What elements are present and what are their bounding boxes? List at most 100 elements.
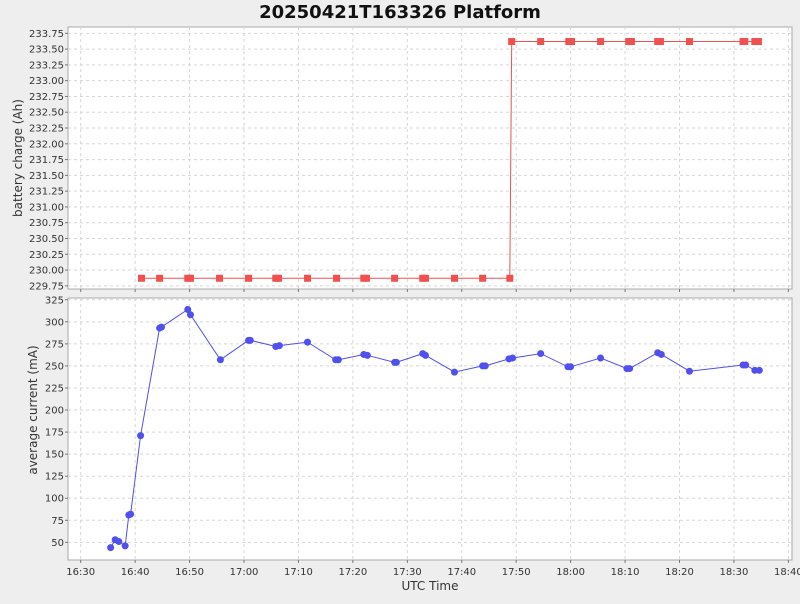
x-tick-label: 18:40 bbox=[774, 567, 800, 578]
current-point bbox=[685, 367, 693, 375]
y-tick-label: 175 bbox=[45, 428, 64, 439]
charge-point bbox=[333, 274, 341, 282]
chart-title: 20250421T163326 Platform bbox=[259, 2, 541, 23]
y-tick-label: 231.25 bbox=[29, 187, 64, 198]
current-point bbox=[481, 362, 489, 370]
current-point bbox=[755, 366, 763, 374]
x-tick-label: 17:40 bbox=[447, 567, 476, 578]
charge-point bbox=[186, 274, 194, 282]
x-axis-label: UTC Time bbox=[402, 579, 459, 593]
x-tick-label: 17:50 bbox=[502, 567, 531, 578]
current-point bbox=[363, 351, 371, 359]
x-tick-label: 18:20 bbox=[665, 567, 694, 578]
x-tick-label: 18:00 bbox=[556, 567, 585, 578]
current-point bbox=[392, 358, 400, 366]
charge-point bbox=[537, 38, 545, 46]
bottom-plot-area bbox=[67, 297, 793, 561]
bottom-series bbox=[107, 305, 763, 552]
x-tick-label: 16:40 bbox=[121, 567, 150, 578]
y-tick-label: 233.75 bbox=[29, 29, 64, 40]
x-tick-label: 16:50 bbox=[175, 567, 204, 578]
current-point bbox=[121, 542, 129, 550]
charge-point bbox=[627, 38, 635, 46]
y-tick-label: 250 bbox=[45, 361, 64, 372]
charge-point bbox=[751, 38, 759, 46]
current-point bbox=[626, 365, 634, 373]
y-tick-label: 275 bbox=[45, 339, 64, 350]
y-tick-label: 232.00 bbox=[29, 139, 64, 150]
y-tick-label: 229.75 bbox=[29, 281, 64, 292]
charge-point bbox=[508, 38, 516, 46]
current-point bbox=[157, 323, 165, 331]
y-tick-label: 233.00 bbox=[29, 76, 64, 87]
charge-point bbox=[656, 38, 664, 46]
charge-point bbox=[597, 38, 605, 46]
y-tick-label: 325 bbox=[45, 295, 64, 306]
charge-point bbox=[479, 274, 487, 282]
current-point bbox=[137, 432, 145, 440]
y-tick-label: 230.25 bbox=[29, 250, 64, 261]
y-tick-label: 231.50 bbox=[29, 171, 64, 182]
bottom-y-axis-label: average current (mA) bbox=[26, 345, 40, 474]
y-tick-label: 232.25 bbox=[29, 124, 64, 135]
charge-point bbox=[685, 38, 693, 46]
y-tick-label: 100 bbox=[45, 494, 64, 505]
top-y-axis-label: battery charge (Ah) bbox=[11, 99, 25, 217]
x-tick-label: 17:10 bbox=[284, 567, 313, 578]
y-tick-label: 233.50 bbox=[29, 45, 64, 56]
y-tick-label: 125 bbox=[45, 472, 64, 483]
charge-point bbox=[754, 38, 762, 46]
current-point bbox=[450, 368, 458, 376]
top-plot-area bbox=[67, 26, 793, 290]
charge-point bbox=[568, 38, 576, 46]
current-point bbox=[537, 350, 545, 358]
y-tick-label: 225 bbox=[45, 383, 64, 394]
y-tick-label: 231.00 bbox=[29, 202, 64, 213]
bottom-grid bbox=[68, 298, 792, 560]
current-point bbox=[115, 537, 123, 545]
current-point bbox=[216, 356, 224, 364]
charge-point bbox=[506, 274, 514, 282]
current-point bbox=[127, 510, 135, 518]
x-tick-label: 17:00 bbox=[230, 567, 259, 578]
current-point bbox=[186, 311, 194, 319]
x-tick-label: 17:30 bbox=[393, 567, 422, 578]
y-tick-label: 233.25 bbox=[29, 60, 64, 71]
x-tick-label: 18:30 bbox=[720, 567, 749, 578]
charge-point bbox=[362, 274, 370, 282]
y-tick-label: 50 bbox=[51, 538, 64, 549]
current-point bbox=[509, 354, 517, 362]
current-point bbox=[334, 356, 342, 364]
current-point bbox=[275, 342, 283, 350]
y-tick-label: 232.75 bbox=[29, 92, 64, 103]
bottom-y-ticks: 50 75 100 125 150 175 200 225 250 275 300 325 bbox=[45, 295, 789, 563]
charge-point bbox=[450, 274, 458, 282]
y-tick-label: 75 bbox=[51, 516, 64, 527]
current-point bbox=[184, 305, 192, 313]
y-tick-label: 200 bbox=[45, 406, 64, 417]
current-point bbox=[657, 350, 665, 358]
charge-point bbox=[156, 274, 164, 282]
charge-point bbox=[304, 274, 312, 282]
y-tick-label: 232.50 bbox=[29, 108, 64, 119]
current-point bbox=[597, 354, 605, 362]
y-tick-label: 231.75 bbox=[29, 155, 64, 166]
charge-point bbox=[421, 274, 429, 282]
current-point bbox=[567, 363, 575, 371]
charge-point bbox=[391, 274, 399, 282]
charge-point bbox=[245, 274, 253, 282]
y-tick-label: 230.75 bbox=[29, 218, 64, 229]
top-y-ticks: 229.75 230.00 230.25 230.50 230.75 231.00 231.… bbox=[29, 29, 789, 292]
x-tick-label: 17:20 bbox=[338, 567, 367, 578]
charge-point bbox=[137, 274, 145, 282]
current-point bbox=[421, 351, 429, 359]
y-tick-label: 230.00 bbox=[29, 266, 64, 277]
charge-point bbox=[741, 38, 749, 46]
current-point bbox=[742, 361, 750, 369]
charge-point bbox=[274, 274, 282, 282]
current-point bbox=[107, 544, 115, 552]
top-series bbox=[137, 38, 762, 282]
y-tick-label: 150 bbox=[45, 450, 64, 461]
